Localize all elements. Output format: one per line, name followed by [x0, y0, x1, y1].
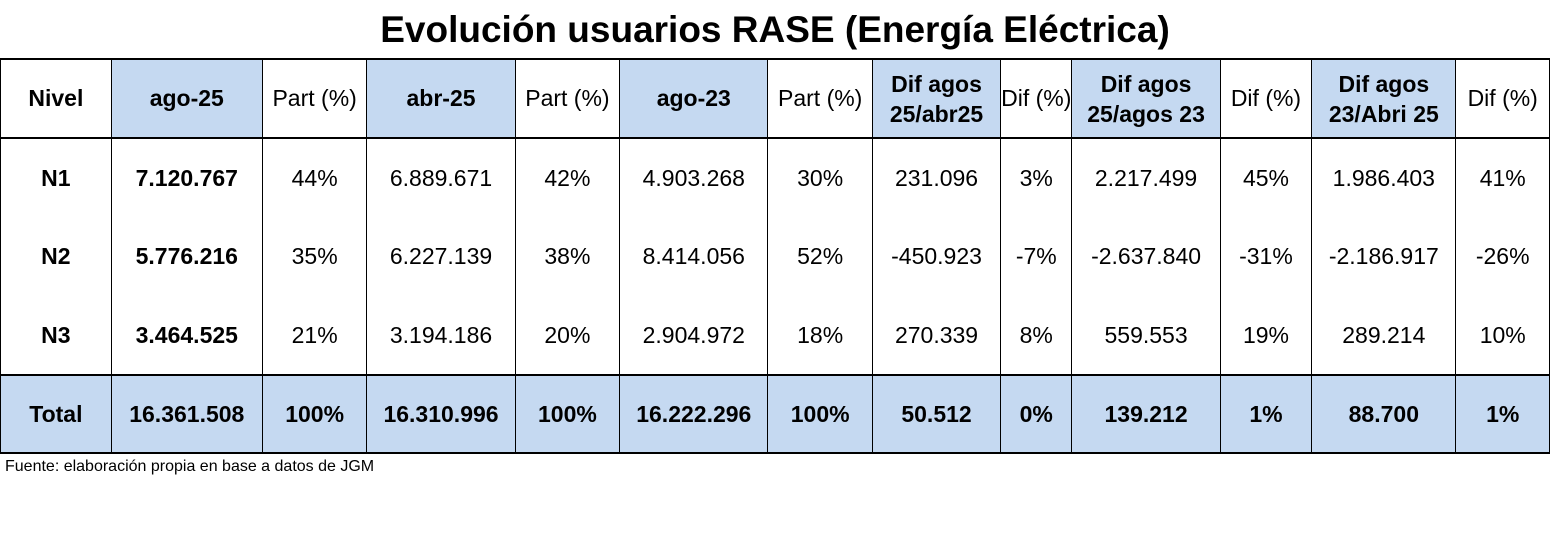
cell-nivel: N1 [0, 138, 112, 217]
header-dif-ago23-abr25-line1: Dif agos [1338, 70, 1430, 97]
cell-part-ago-23: 18% [767, 296, 873, 375]
cell-dif-pct-1: 8% [1000, 296, 1073, 375]
header-part-abr-25: Part (%) [514, 58, 621, 139]
cell-abr-25: 3.194.186 [366, 296, 516, 375]
cell-part-ago-25: 44% [261, 138, 368, 217]
header-ago-25: ago-25 [110, 58, 263, 139]
cell-part-ago-23: 30% [767, 138, 873, 217]
cell-dif-pct-3: 1% [1455, 374, 1550, 454]
cell-dif-ago25-abr25: 270.339 [871, 296, 1002, 375]
header-abr-25: abr-25 [366, 58, 516, 139]
cell-ago-23: 2.904.972 [619, 296, 769, 375]
cell-abr-25: 6.227.139 [366, 217, 516, 296]
cell-dif-ago23-abr25: 289.214 [1311, 296, 1457, 375]
cell-part-ago-23: 52% [767, 217, 873, 296]
header-dif-ago23-abr25-line2: 23/Abri 25 [1328, 100, 1439, 127]
chart-title: Evolución usuarios RASE (Energía Eléctri… [380, 9, 1170, 50]
cell-ago-25: 5.776.216 [110, 217, 263, 296]
cell-dif-ago25-ago23: 2.217.499 [1071, 138, 1221, 217]
cell-ago-23: 8.414.056 [619, 217, 769, 296]
cell-dif-pct-2: 45% [1219, 138, 1313, 217]
table-row-n2: N2 5.776.216 35% 6.227.139 38% 8.414.056… [0, 217, 1550, 296]
cell-part-ago-25: 21% [261, 296, 368, 375]
header-dif-ago25-ago23: Dif agos 25/agos 23 [1071, 58, 1221, 139]
cell-part-ago-23: 100% [767, 374, 873, 454]
cell-dif-pct-1: 3% [1000, 138, 1073, 217]
header-part-ago-23: Part (%) [767, 58, 873, 139]
header-nivel: Nivel [0, 58, 112, 139]
header-dif-pct-1: Dif (%) [1000, 58, 1073, 139]
cell-nivel: N3 [0, 296, 112, 375]
header-dif-ago25-abr25-line2: 25/abr25 [889, 100, 984, 127]
header-dif-ago25-abr25-line1: Dif agos [891, 70, 982, 97]
cell-dif-pct-1: 0% [1000, 374, 1073, 454]
cell-dif-pct-2: -31% [1219, 217, 1313, 296]
cell-dif-pct-1: -7% [1000, 217, 1073, 296]
cell-dif-ago25-abr25: 50.512 [871, 374, 1002, 454]
table-row-n3: N3 3.464.525 21% 3.194.186 20% 2.904.972… [0, 296, 1550, 375]
header-dif-ago25-ago23-line2: 25/agos 23 [1087, 100, 1205, 127]
cell-dif-pct-3: 41% [1455, 138, 1550, 217]
cell-part-abr-25: 38% [514, 217, 621, 296]
cell-part-ago-25: 35% [261, 217, 368, 296]
cell-dif-ago25-ago23: 139.212 [1071, 374, 1221, 454]
cell-part-abr-25: 42% [514, 138, 621, 217]
cell-dif-pct-3: -26% [1455, 217, 1550, 296]
cell-dif-pct-3: 10% [1455, 296, 1550, 375]
cell-dif-ago25-ago23: 559.553 [1071, 296, 1221, 375]
cell-dif-pct-2: 1% [1219, 374, 1313, 454]
cell-part-ago-25: 100% [261, 374, 368, 454]
header-part-ago-25: Part (%) [261, 58, 368, 139]
cell-part-abr-25: 100% [514, 374, 621, 454]
cell-ago-25: 16.361.508 [110, 374, 263, 454]
cell-part-abr-25: 20% [514, 296, 621, 375]
header-row: Nivel ago-25 Part (%) abr-25 Part (%) ag… [0, 58, 1550, 139]
cell-ago-25: 7.120.767 [110, 138, 263, 217]
cell-dif-ago23-abr25: 88.700 [1311, 374, 1457, 454]
cell-dif-ago23-abr25: -2.186.917 [1311, 217, 1457, 296]
source-note: Fuente: elaboración propia en base a dat… [5, 458, 375, 475]
cell-abr-25: 6.889.671 [366, 138, 516, 217]
cell-nivel: N2 [0, 217, 112, 296]
header-dif-ago25-abr25: Dif agos 25/abr25 [871, 58, 1002, 139]
header-dif-ago23-abr25: Dif agos 23/Abri 25 [1311, 58, 1457, 139]
cell-dif-ago25-abr25: 231.096 [871, 138, 1002, 217]
cell-abr-25: 16.310.996 [366, 374, 516, 454]
cell-nivel: Total [0, 374, 112, 454]
cell-ago-25: 3.464.525 [110, 296, 263, 375]
rase-table: Nivel ago-25 Part (%) abr-25 Part (%) ag… [0, 58, 1550, 454]
cell-dif-pct-2: 19% [1219, 296, 1313, 375]
header-ago-23: ago-23 [619, 58, 769, 139]
header-dif-ago25-ago23-line1: Dif agos [1100, 70, 1192, 97]
cell-dif-ago25-abr25: -450.923 [871, 217, 1002, 296]
cell-dif-ago25-ago23: -2.637.840 [1071, 217, 1221, 296]
table-row-n1: N1 7.120.767 44% 6.889.671 42% 4.903.268… [0, 138, 1550, 217]
cell-dif-ago23-abr25: 1.986.403 [1311, 138, 1457, 217]
cell-ago-23: 16.222.296 [619, 374, 769, 454]
table-row-total: Total 16.361.508 100% 16.310.996 100% 16… [0, 374, 1550, 454]
header-dif-pct-3: Dif (%) [1455, 58, 1550, 139]
cell-ago-23: 4.903.268 [619, 138, 769, 217]
header-dif-pct-2: Dif (%) [1219, 58, 1313, 139]
